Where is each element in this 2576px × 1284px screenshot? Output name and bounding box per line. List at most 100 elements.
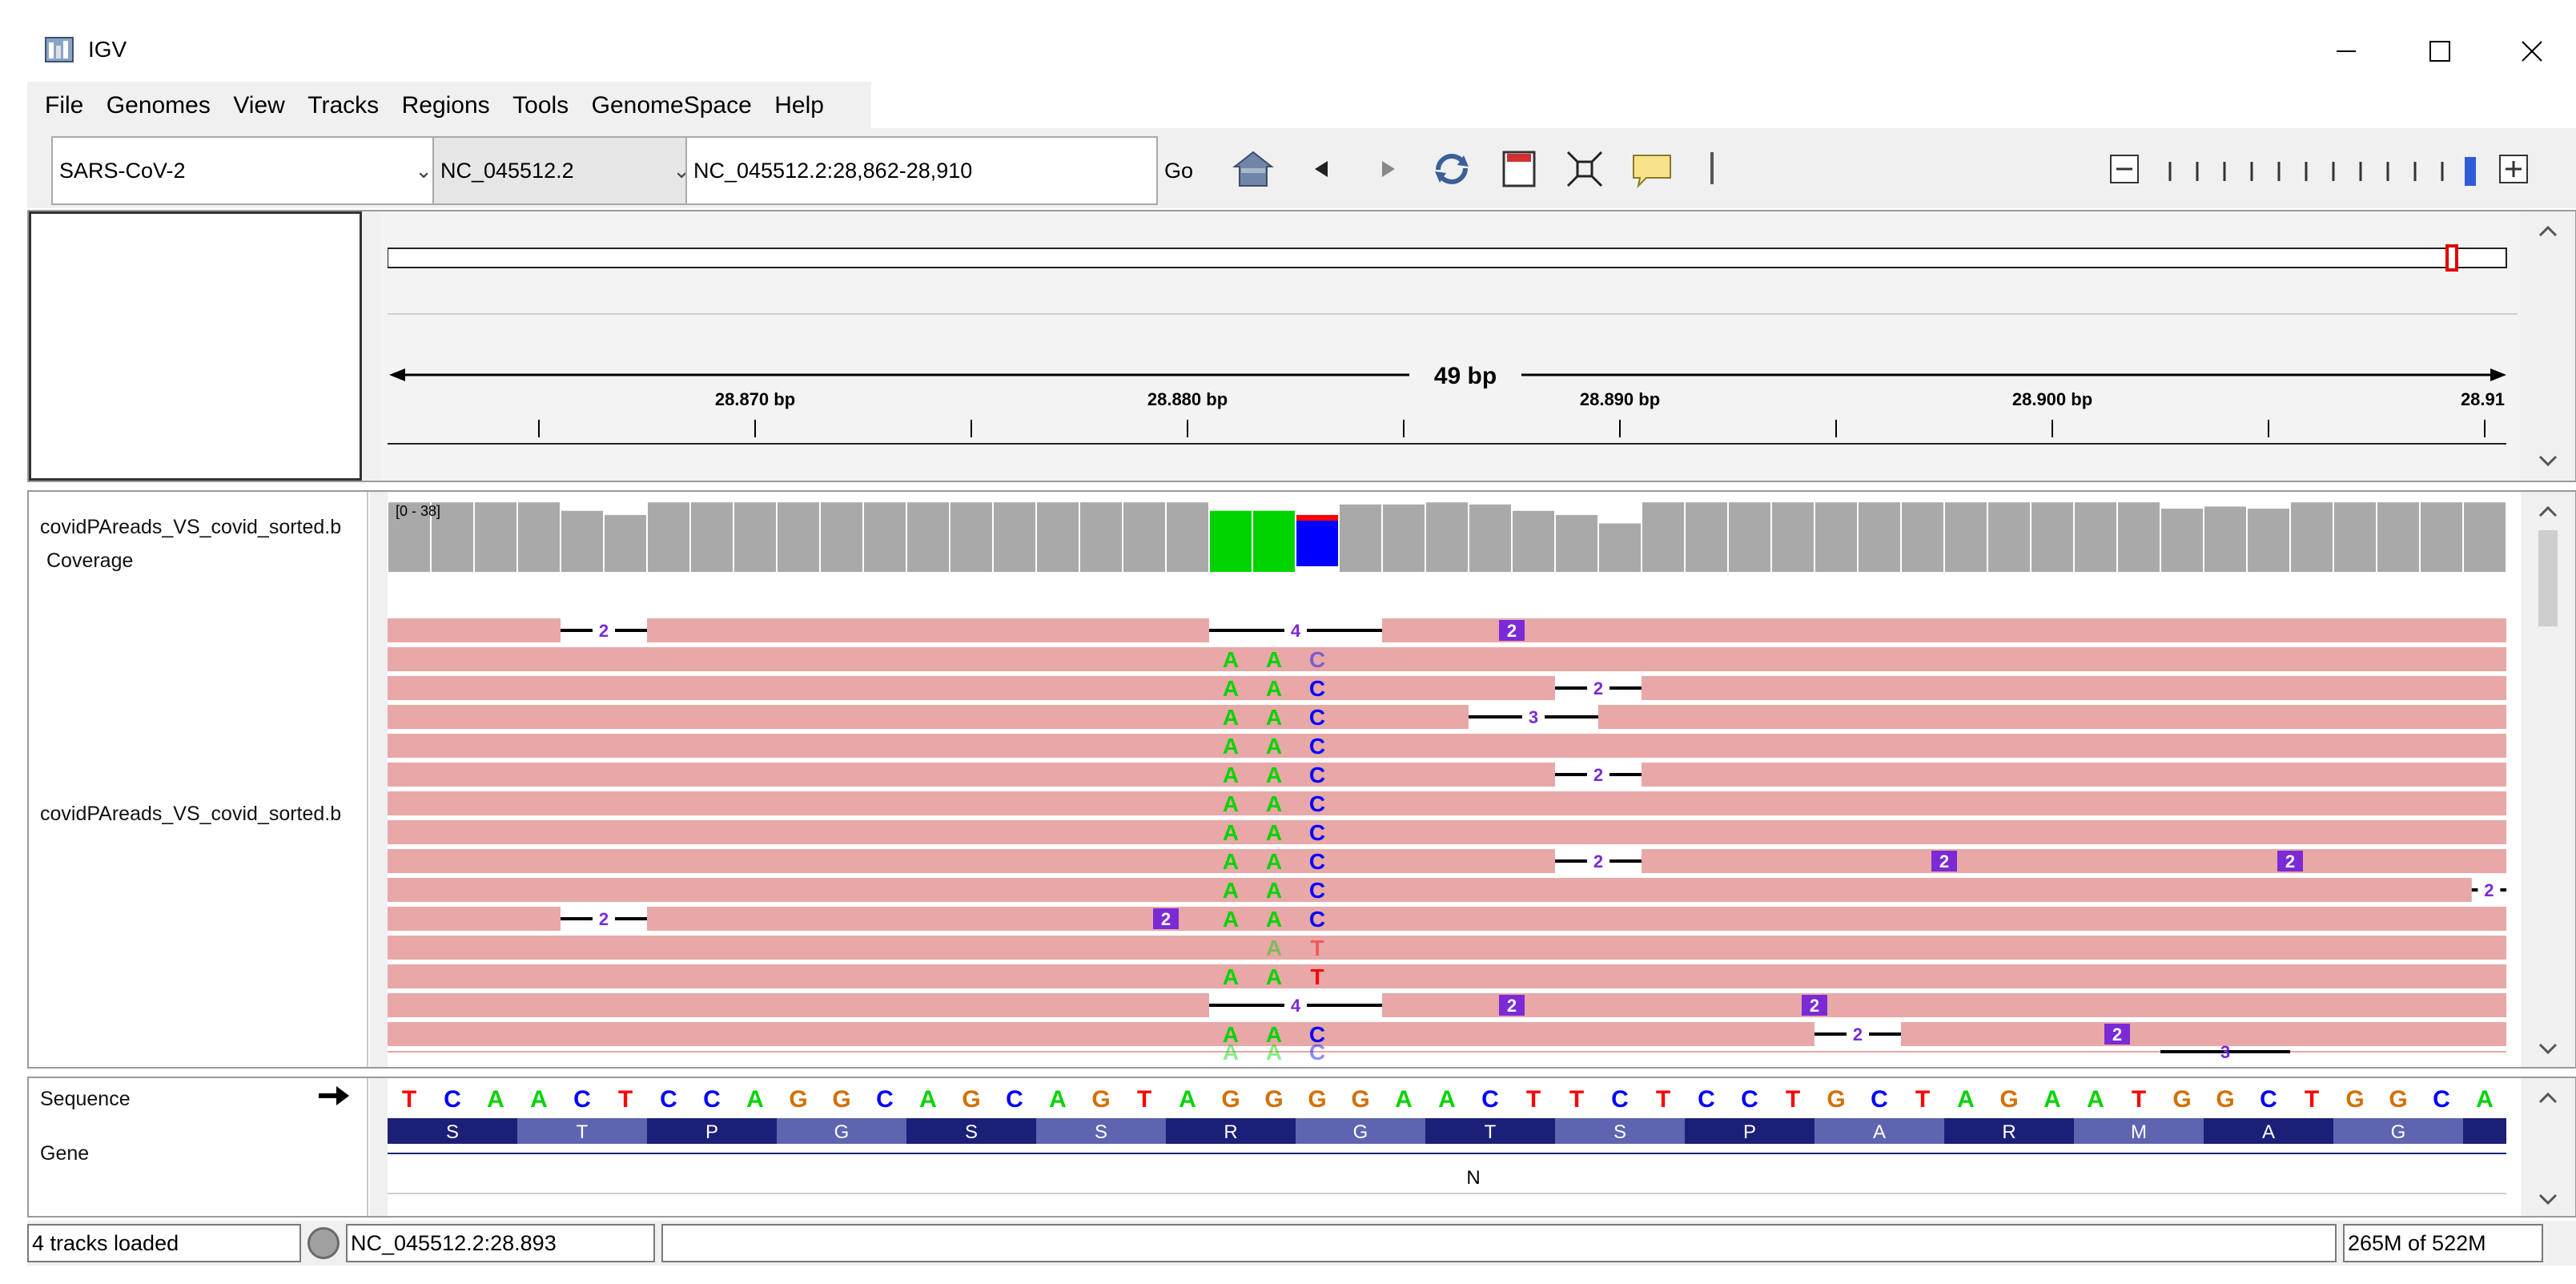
coverage-bar	[1080, 502, 1122, 572]
chromosome-dropdown[interactable]: NC_045512.2 ⌄	[432, 136, 701, 205]
mismatch-base: A	[1266, 676, 1282, 701]
mismatch-base: A	[1266, 878, 1282, 903]
feature-name-panel: Sequence Gene	[29, 1078, 368, 1216]
amino-acid-label: G	[2391, 1121, 2406, 1143]
amino-acid-label: S	[1614, 1121, 1626, 1143]
mismatch-base: A	[1223, 791, 1239, 816]
coverage-bar	[1340, 504, 1381, 572]
coverage-bar	[2075, 502, 2116, 572]
menu-file[interactable]: File	[45, 92, 84, 119]
menu-tracks[interactable]: Tracks	[307, 92, 380, 119]
ruler-tick-label: 28.870 bp	[715, 389, 795, 409]
menu-tools[interactable]: Tools	[512, 92, 569, 119]
amino-acid-label: P	[1743, 1121, 1756, 1143]
sequence-base: A	[1049, 1086, 1067, 1113]
popup-text-icon[interactable]	[1629, 146, 1675, 192]
coverage-bar	[1426, 502, 1468, 572]
sequence-base: A	[487, 1086, 504, 1113]
go-button[interactable]: Go	[1163, 159, 1194, 183]
genome-dropdown[interactable]: SARS-CoV-2 ⌄	[51, 136, 444, 205]
resize-icon[interactable]	[1561, 146, 1608, 192]
deletion-count: 4	[1291, 621, 1301, 641]
sequence-base: C	[444, 1086, 461, 1113]
coverage-bar	[1902, 502, 1943, 572]
menu-genomes[interactable]: Genomes	[106, 92, 211, 119]
read	[388, 1022, 2506, 1046]
sequence-base: G	[2172, 1086, 2191, 1113]
sequence-track-label[interactable]: Sequence	[40, 1088, 131, 1110]
close-button[interactable]	[2511, 30, 2553, 72]
amino-acid-label: S	[446, 1121, 459, 1143]
feature-attribute-strip	[370, 1078, 388, 1216]
amino-acid-block	[1555, 1118, 1685, 1144]
coverage-bar	[1988, 502, 2030, 572]
mismatch-base: A	[1266, 849, 1282, 874]
strand-arrow-icon[interactable]	[315, 1083, 351, 1109]
deletion-count: 3	[2220, 1042, 2230, 1062]
menu-help[interactable]: Help	[774, 92, 824, 119]
amino-acid-label: S	[1095, 1121, 1107, 1143]
coverage-bar	[2248, 509, 2289, 572]
amino-acid-label: P	[705, 1121, 718, 1143]
alignment-area[interactable]: [0 - 38] 2 4 2A A C2A A C3A A CA A C2A A CA A CA A C2 2 2A…	[388, 492, 2518, 1067]
data-scrollbar[interactable]	[2521, 492, 2575, 1067]
data-panel: covidPAreads_VS_covid_sorted.b Coverage …	[27, 490, 2576, 1069]
gene-track-label[interactable]: Gene	[40, 1142, 90, 1165]
insertion-marker	[1931, 851, 1957, 871]
insertion-marker	[2104, 1024, 2130, 1045]
mismatch-base: A	[1266, 936, 1282, 960]
insertion-marker	[1802, 995, 1827, 1016]
tracks-loaded-status: 4 tracks loaded	[27, 1224, 301, 1262]
minimize-button[interactable]	[2325, 30, 2367, 72]
ruler-track[interactable]: 49 bp 28.870 bp 28.880 bp 28.890 bp 28.900 …	[388, 211, 2518, 481]
insertion-count: 2	[1810, 996, 1819, 1016]
back-arrow-icon[interactable]	[1299, 146, 1345, 192]
locus-input[interactable]: NC_045512.2:28,862-28,910	[685, 136, 1158, 205]
home-icon[interactable]	[1230, 146, 1276, 192]
mismatch-base: C	[1309, 1022, 1325, 1047]
mismatch-base: C	[1309, 676, 1325, 701]
maximize-button[interactable]	[2418, 30, 2460, 72]
read	[388, 993, 2506, 1017]
mismatch-base: A	[1223, 676, 1239, 701]
amino-acid-block	[1296, 1118, 1425, 1144]
coverage-bar	[1686, 502, 1727, 572]
chevron-down-icon: ⌄	[415, 159, 432, 183]
sequence-base: C	[2260, 1086, 2277, 1113]
zoom-in-button[interactable]	[2490, 146, 2537, 192]
coverage-bar	[691, 502, 733, 572]
ruler-scrollbar[interactable]	[2521, 211, 2575, 481]
amino-acid-block	[647, 1118, 777, 1144]
coverage-track-name[interactable]: covidPAreads_VS_covid_sorted.b	[40, 516, 342, 538]
alignment-track: 2 4 2A A C2A A C3A A CA A C2A A CA A CA A C2 2 2A A C2A A C2 2 A…	[388, 618, 2506, 1065]
mismatch-base: A	[1223, 1022, 1239, 1047]
amino-acid-label: G	[834, 1121, 850, 1143]
menu-view[interactable]: View	[233, 92, 285, 119]
alignment-track-name[interactable]: covidPAreads_VS_covid_sorted.b	[40, 803, 342, 825]
menu-regions[interactable]: Regions	[401, 92, 490, 119]
sequence-base: T	[402, 1086, 416, 1113]
coverage-bar	[2161, 509, 2203, 572]
mismatch-base: A	[1223, 907, 1239, 932]
coverage-bar	[1945, 502, 1987, 572]
roi-icon[interactable]	[1496, 146, 1542, 192]
sequence-base: C	[1698, 1086, 1715, 1113]
span-arrow-right	[2490, 368, 2506, 381]
amino-acid-block	[777, 1118, 906, 1144]
window-title: IGV	[88, 37, 127, 62]
coverage-bar	[1210, 510, 1252, 572]
forward-arrow-icon[interactable]	[1364, 146, 1411, 192]
sequence-base: A	[2044, 1086, 2061, 1113]
zoom-slider[interactable]	[2157, 154, 2494, 186]
read	[388, 964, 2506, 988]
insertion-marker	[1499, 620, 1525, 641]
mismatch-base: A	[1266, 763, 1282, 787]
refresh-icon[interactable]	[1429, 146, 1475, 192]
coverage-bar	[734, 502, 776, 572]
menu-genomespace[interactable]: GenomeSpace	[591, 92, 752, 119]
zoom-out-button[interactable]	[2101, 146, 2148, 192]
deletion-count-bg	[1847, 1024, 1869, 1045]
sequence-base: T	[1137, 1086, 1151, 1113]
feature-scrollbar[interactable]	[2521, 1078, 2575, 1216]
